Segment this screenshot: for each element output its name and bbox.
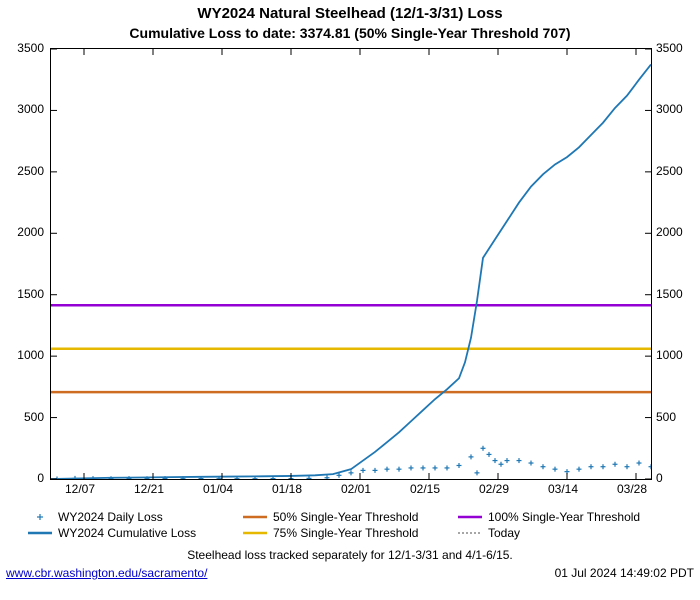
legend-label: WY2024 Cumulative Loss (58, 526, 196, 540)
legend-item: WY2024 Cumulative Loss (28, 526, 223, 540)
daily-marker (499, 462, 504, 467)
footer-timestamp: 01 Jul 2024 14:49:02 PDT (555, 566, 694, 580)
y-tick-label-right: 1000 (656, 348, 683, 362)
chart-title: WY2024 Natural Steelhead (12/1-3/31) Los… (0, 0, 700, 42)
y-tick-label: 3000 (17, 102, 44, 116)
daily-marker (637, 461, 642, 466)
daily-marker (469, 454, 474, 459)
daily-marker (373, 468, 378, 473)
daily-marker (529, 461, 534, 466)
y-tick-label-right: 1500 (656, 287, 683, 301)
legend-label: Today (488, 526, 520, 540)
daily-marker (625, 464, 630, 469)
y-tick-label: 1500 (17, 287, 44, 301)
title-line-2: Cumulative Loss to date: 3374.81 (50% Si… (0, 24, 700, 42)
daily-marker (505, 458, 510, 463)
daily-marker (613, 462, 618, 467)
daily-marker (409, 465, 414, 470)
legend: WY2024 Daily Loss 50% Single-Year Thresho… (28, 510, 653, 542)
daily-marker (421, 465, 426, 470)
legend-label: 50% Single-Year Threshold (273, 510, 418, 524)
y-tick-label: 2000 (17, 225, 44, 239)
legend-item: WY2024 Daily Loss (28, 510, 223, 524)
y-tick-label-right: 2000 (656, 225, 683, 239)
y-tick-label-right: 2500 (656, 164, 683, 178)
legend-item: 50% Single-Year Threshold (243, 510, 438, 524)
x-tick-label: 03/14 (548, 482, 578, 496)
x-tick-label: 03/28 (617, 482, 647, 496)
legend-item: 75% Single-Year Threshold (243, 526, 438, 540)
daily-marker (601, 464, 606, 469)
legend-swatch (458, 511, 482, 523)
legend-swatch (28, 527, 52, 539)
daily-marker (487, 452, 492, 457)
legend-item: Today (458, 526, 653, 540)
x-tick-label: 02/15 (410, 482, 440, 496)
x-tick-label: 02/29 (479, 482, 509, 496)
daily-marker (361, 468, 366, 473)
legend-swatch (28, 511, 52, 523)
y-tick-label-right: 3000 (656, 102, 683, 116)
daily-marker (385, 467, 390, 472)
footer-note: Steelhead loss tracked separately for 12… (0, 548, 700, 562)
x-tick-label: 01/18 (272, 482, 302, 496)
daily-marker (541, 464, 546, 469)
daily-marker (589, 464, 594, 469)
legend-label: WY2024 Daily Loss (58, 510, 163, 524)
x-tick-label: 01/04 (203, 482, 233, 496)
legend-swatch (243, 511, 267, 523)
title-line-1: WY2024 Natural Steelhead (12/1-3/31) Los… (0, 0, 700, 24)
daily-marker (73, 476, 78, 479)
x-tick-label: 12/21 (134, 482, 164, 496)
daily-marker (325, 475, 330, 479)
y-tick-label: 0 (37, 471, 44, 485)
y-tick-label: 500 (24, 410, 44, 424)
plot-svg (51, 49, 651, 479)
legend-label: 100% Single-Year Threshold (488, 510, 640, 524)
daily-marker (481, 446, 486, 451)
y-tick-label: 1000 (17, 348, 44, 362)
daily-marker (349, 470, 354, 475)
legend-label: 75% Single-Year Threshold (273, 526, 418, 540)
y-tick-label-right: 3500 (656, 41, 683, 55)
cumulative-line (51, 64, 651, 479)
y-tick-label: 2500 (17, 164, 44, 178)
daily-marker (457, 463, 462, 468)
daily-marker (397, 467, 402, 472)
legend-swatch (243, 527, 267, 539)
x-tick-label: 12/07 (65, 482, 95, 496)
legend-swatch (458, 527, 482, 539)
x-tick-label: 02/01 (341, 482, 371, 496)
daily-marker (517, 458, 522, 463)
chart-container: WY2024 Natural Steelhead (12/1-3/31) Los… (0, 0, 700, 600)
daily-marker (445, 465, 450, 470)
y-tick-label-right: 500 (656, 410, 676, 424)
plot-area (50, 48, 652, 480)
daily-marker (433, 465, 438, 470)
y-tick-label-right: 0 (656, 471, 663, 485)
daily-marker (577, 467, 582, 472)
daily-marker (553, 467, 558, 472)
legend-item: 100% Single-Year Threshold (458, 510, 653, 524)
daily-marker (493, 458, 498, 463)
footer-link[interactable]: www.cbr.washington.edu/sacramento/ (6, 566, 207, 580)
daily-marker (649, 464, 652, 469)
daily-marker (475, 470, 480, 475)
y-tick-label: 3500 (17, 41, 44, 55)
